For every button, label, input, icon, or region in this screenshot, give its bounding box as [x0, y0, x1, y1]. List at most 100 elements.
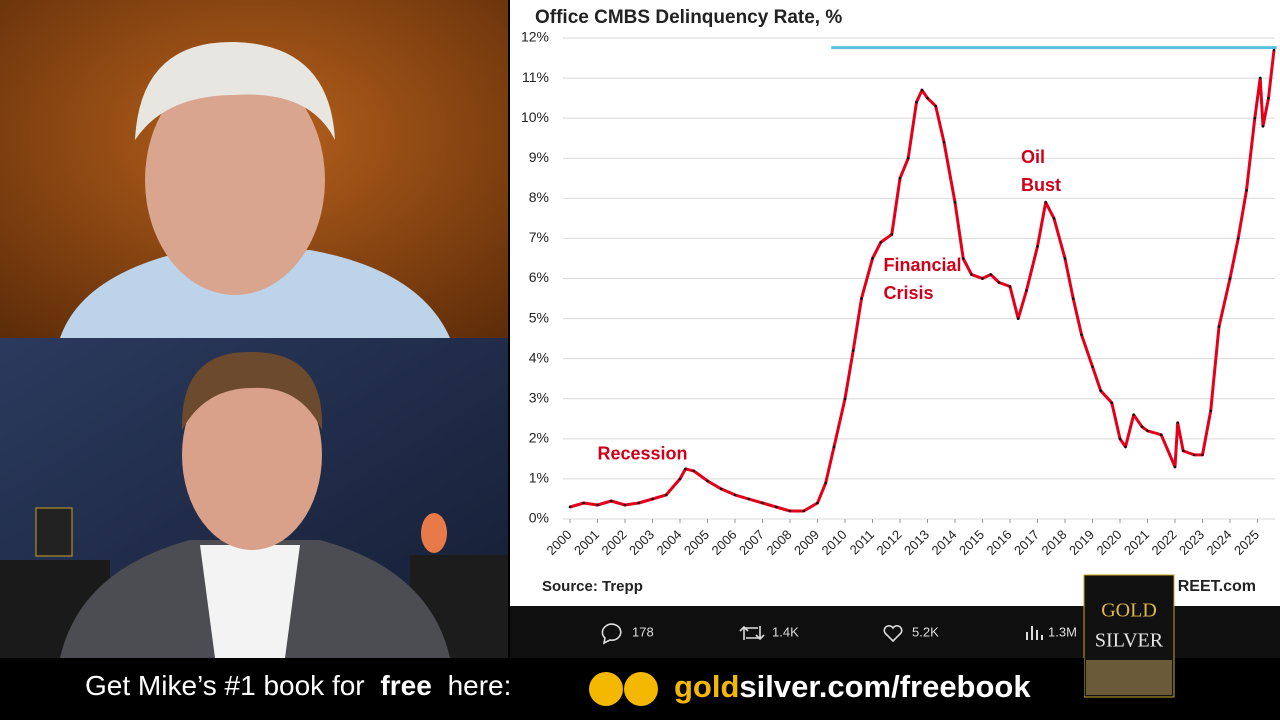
url-gold[interactable]: gold	[674, 669, 739, 704]
data-point	[1181, 449, 1185, 453]
data-point	[934, 104, 938, 108]
data-point	[1192, 453, 1196, 457]
data-point	[568, 505, 572, 509]
data-point	[832, 445, 836, 449]
data-point	[942, 140, 946, 144]
data-point	[1159, 433, 1163, 437]
data-point	[733, 493, 737, 497]
data-point	[824, 481, 828, 485]
data-point	[1036, 245, 1039, 248]
data-point	[860, 297, 863, 300]
data-point	[1176, 421, 1180, 425]
book-shelf	[35, 507, 73, 557]
banner-lead: Get Mike’s #1 book for	[85, 670, 365, 701]
y-tick-label: 2%	[529, 430, 549, 446]
data-point	[1025, 289, 1028, 292]
like-count: 5.2K	[912, 624, 939, 639]
data-point	[1173, 465, 1177, 469]
y-tick-label: 3%	[529, 389, 549, 405]
y-tick-label: 7%	[529, 229, 549, 245]
y-tick-label: 8%	[529, 189, 549, 205]
data-point	[1245, 189, 1248, 192]
data-point	[1080, 333, 1083, 336]
data-point	[898, 176, 902, 180]
watermark: REET.com	[1178, 578, 1256, 595]
y-tick-label: 12%	[521, 29, 549, 45]
y-tick-label: 6%	[529, 269, 549, 285]
data-point	[678, 477, 682, 481]
chart-title: Office CMBS Delinquency Rate, %	[535, 7, 842, 28]
banner-text: Get Mike’s #1 book for free here:	[85, 670, 511, 701]
data-point	[1209, 409, 1213, 413]
banner-tail: here:	[448, 670, 512, 701]
data-point	[871, 257, 874, 260]
data-point	[719, 487, 723, 491]
data-point	[920, 88, 924, 92]
data-point	[692, 469, 696, 473]
data-point	[1063, 257, 1067, 260]
book-title: GOLD	[1101, 600, 1157, 622]
series-line	[569, 49, 1276, 513]
y-tick-label: 5%	[529, 309, 549, 325]
data-point	[915, 100, 918, 104]
data-point	[788, 509, 792, 513]
data-point	[774, 505, 778, 509]
data-point	[906, 156, 910, 160]
data-point	[890, 233, 894, 236]
data-point	[1132, 413, 1136, 417]
data-point	[989, 273, 993, 276]
like-icon[interactable]	[883, 624, 903, 643]
data-point	[582, 501, 586, 505]
data-point	[1008, 285, 1012, 288]
data-point	[596, 503, 599, 507]
reply-icon[interactable]	[601, 623, 622, 645]
hair	[135, 41, 335, 140]
y-tick-label: 4%	[529, 349, 549, 365]
banner-emphasis: free	[380, 670, 431, 701]
book-image	[1086, 660, 1172, 695]
annotation: Recession	[598, 444, 688, 464]
data-point	[1140, 425, 1144, 429]
data-point	[637, 501, 641, 505]
annotation: Oil	[1021, 147, 1045, 167]
data-point	[802, 509, 806, 513]
data-point	[997, 281, 1001, 284]
data-point	[970, 273, 973, 276]
y-tick-label: 9%	[529, 149, 549, 165]
face	[182, 360, 322, 550]
data-point	[651, 497, 654, 501]
hair	[181, 351, 323, 430]
annotation: Bust	[1021, 175, 1061, 195]
url-rest[interactable]: silver.com/freebook	[739, 669, 1031, 704]
data-point	[879, 241, 883, 244]
data-point	[953, 201, 957, 204]
data-point	[747, 497, 751, 501]
data-point	[684, 467, 687, 471]
views-count: 1.3M	[1048, 624, 1077, 639]
data-point	[1118, 437, 1122, 441]
book-title: SILVER	[1095, 630, 1164, 652]
data-point	[1091, 365, 1094, 368]
y-tick-label: 0%	[529, 510, 549, 526]
data-point	[843, 397, 847, 401]
views-icon[interactable]	[1026, 626, 1043, 640]
data-point	[1071, 297, 1075, 300]
data-point	[1016, 317, 1020, 320]
repost-count: 1.4K	[772, 624, 799, 639]
banner-url[interactable]: goldsilver.com/freebook	[674, 669, 1031, 704]
data-point	[609, 499, 613, 503]
data-point	[851, 349, 855, 352]
data-point	[1217, 325, 1221, 328]
shirt	[200, 545, 300, 658]
repost-icon[interactable]	[739, 625, 765, 641]
data-point	[706, 479, 709, 483]
data-point	[1236, 237, 1240, 240]
y-tick-label: 11%	[522, 69, 549, 85]
data-point	[1052, 217, 1056, 220]
reply-count: 178	[632, 624, 654, 639]
data-point	[926, 96, 929, 100]
y-tick-label: 10%	[521, 109, 549, 125]
lamp	[421, 513, 447, 553]
